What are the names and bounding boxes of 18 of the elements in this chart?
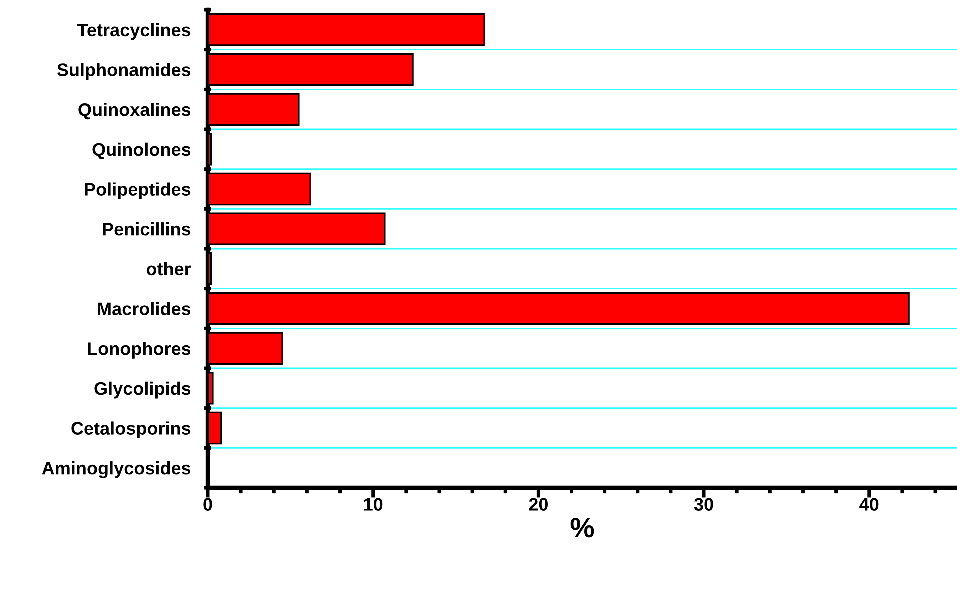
y-tick-label: Tetracyclines	[77, 23, 191, 40]
x-tick-label: 20	[529, 498, 548, 511]
y-tick-label: Lonophores	[88, 342, 191, 359]
y-tick-label: Aminoglycosides	[42, 462, 191, 478]
y-tick-label: Polipeptides	[85, 182, 191, 200]
y-tick-label: Penicillins	[103, 222, 191, 236]
x-tick-label: 0	[204, 498, 212, 511]
y-tick-label: Cetalosporins	[72, 422, 191, 439]
y-tick-label: Quinolones	[92, 142, 191, 160]
x-tick-label: 10	[364, 498, 383, 511]
y-tick-label: other	[146, 262, 192, 276]
x-tick-label: 40	[860, 498, 879, 511]
y-tick-label: Quinoxalines	[78, 103, 191, 120]
y-tick-label: Macrolides	[98, 302, 191, 316]
y-tick-label: Sulphonamides	[57, 63, 191, 80]
x-axis-title: %	[570, 518, 594, 538]
y-tick-label: Glycolipids	[94, 382, 191, 399]
x-tick-label: 30	[694, 498, 714, 512]
